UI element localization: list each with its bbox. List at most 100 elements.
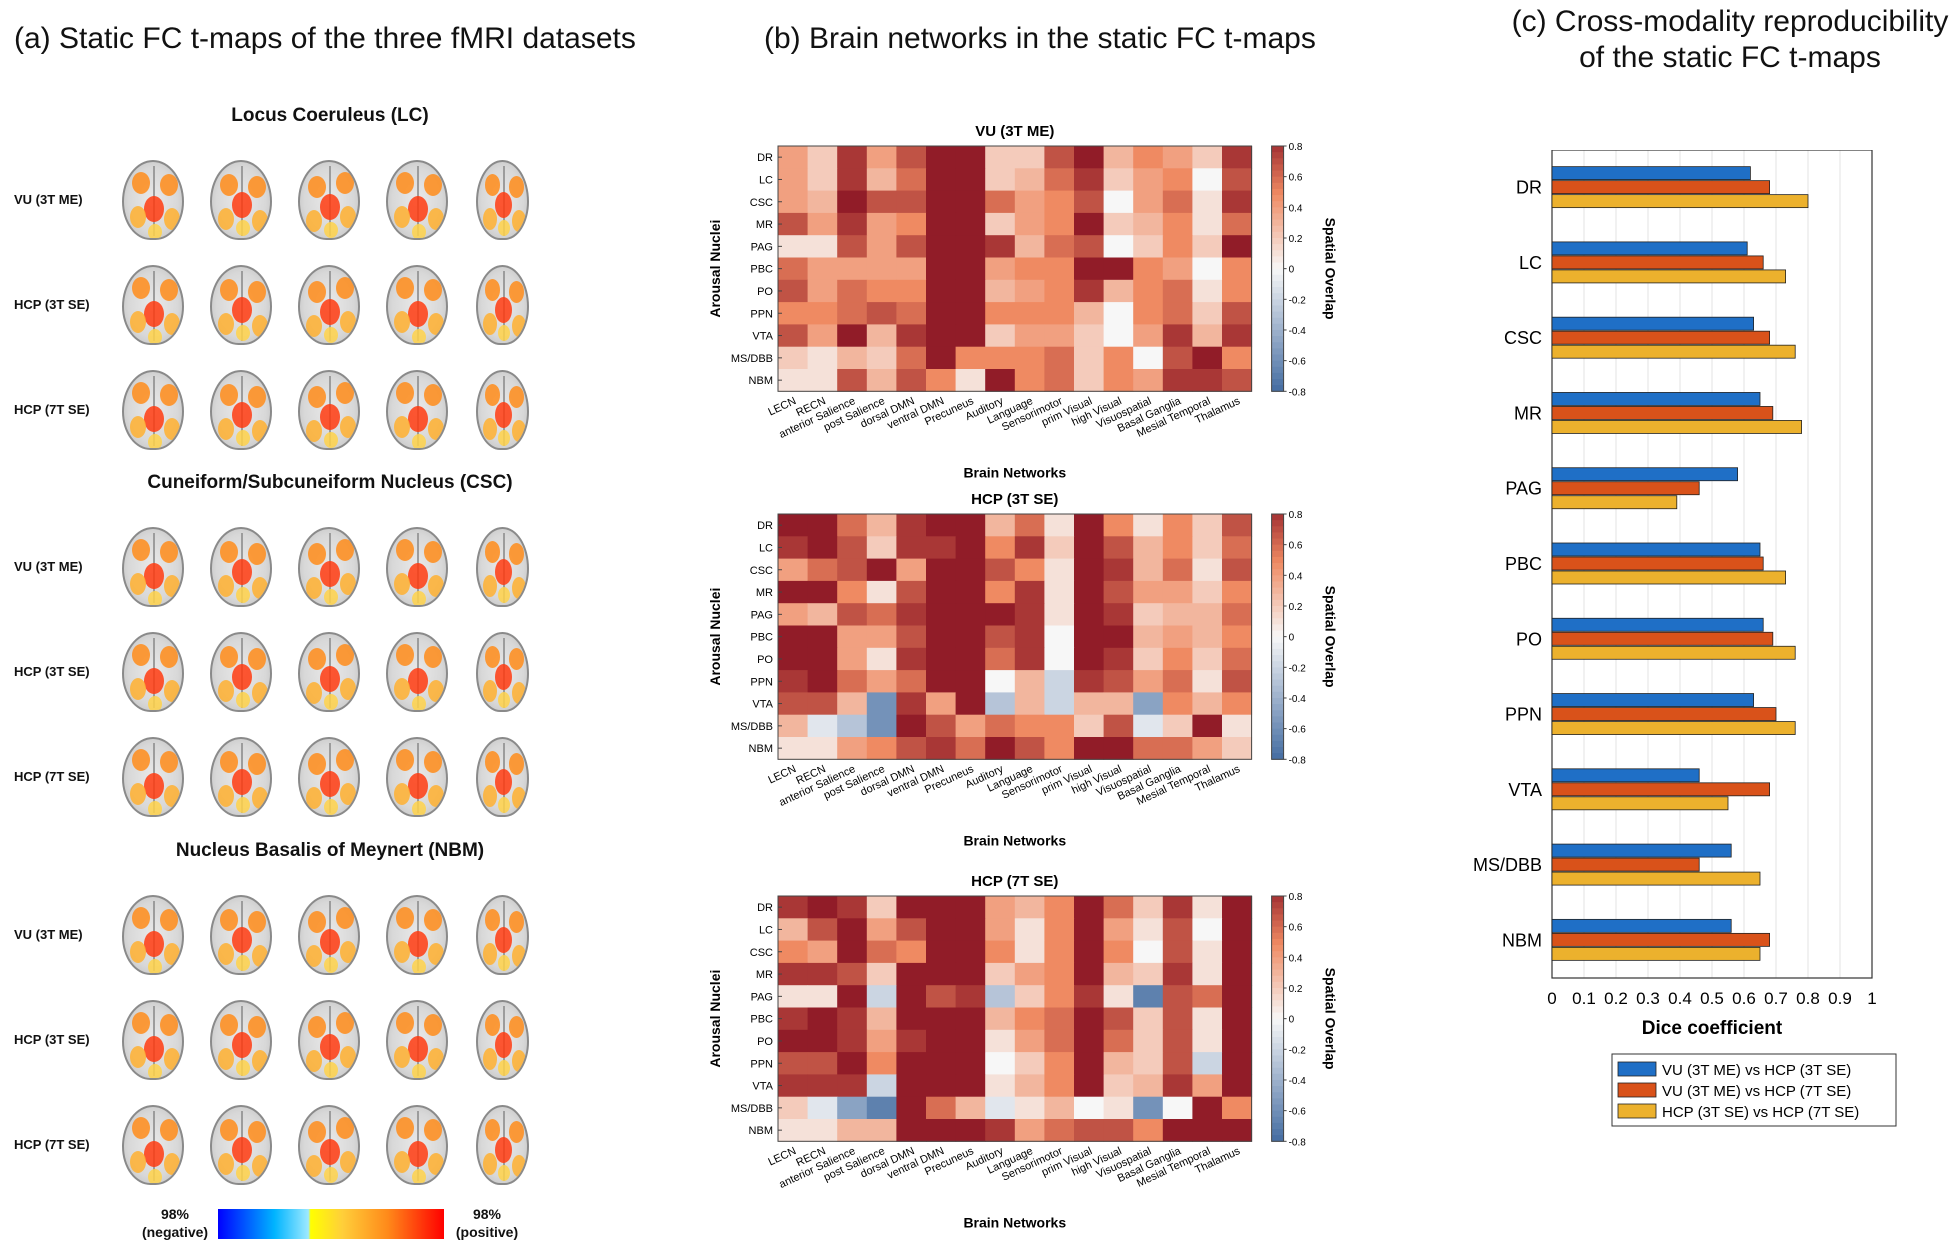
heatmap-cell bbox=[778, 962, 809, 986]
heatmap-cell bbox=[1162, 1052, 1193, 1075]
colorbar-tick-label: -0.8 bbox=[1289, 755, 1307, 766]
heatmap-cell bbox=[1133, 603, 1164, 626]
heatmap-ylabel: Arousal Nuclei bbox=[707, 220, 723, 318]
heatmap-cell bbox=[955, 1119, 986, 1142]
heatmap-cell bbox=[926, 558, 957, 582]
heatmap-cell bbox=[926, 190, 957, 214]
heatmap-cell bbox=[1014, 1119, 1045, 1142]
colorbar-segment bbox=[1271, 599, 1284, 607]
dice-bar bbox=[1551, 241, 1748, 256]
colorbar-segment bbox=[1271, 740, 1284, 748]
heatmap-cell bbox=[985, 1052, 1016, 1075]
colorbar-tick-label: 0 bbox=[1289, 1015, 1295, 1026]
heatmap-cell bbox=[866, 1119, 897, 1142]
heatmap-cell bbox=[1222, 146, 1253, 169]
colorbar-tick-label: -0.2 bbox=[1289, 663, 1307, 674]
heatmap-cell bbox=[1014, 146, 1045, 169]
heatmap-cell bbox=[1014, 1029, 1045, 1053]
heatmap-cell bbox=[1103, 1119, 1134, 1142]
dice-bar bbox=[1551, 693, 1755, 707]
brain-slice-image bbox=[210, 160, 272, 240]
heatmap-cell bbox=[1162, 514, 1193, 537]
heatmap-cell bbox=[778, 737, 809, 760]
colorbar-segment bbox=[1271, 305, 1284, 313]
nucleus-tick-label: PAG bbox=[751, 241, 773, 253]
heatmap-cell bbox=[1074, 279, 1105, 303]
heatmap-cell bbox=[926, 302, 957, 325]
brain-slice-image bbox=[386, 527, 448, 607]
heatmap-cell bbox=[1014, 324, 1045, 348]
heatmap-cell bbox=[955, 737, 986, 760]
heatmap-cell bbox=[1222, 1119, 1253, 1142]
colorbar-segment bbox=[1271, 1135, 1284, 1142]
colorbar-segment bbox=[1271, 256, 1284, 264]
heatmap-cell bbox=[1103, 369, 1134, 392]
heatmap-cell bbox=[955, 279, 986, 303]
heatmap-cell bbox=[1044, 896, 1075, 919]
heatmap-cell bbox=[955, 146, 986, 169]
heatmap-cell bbox=[1192, 692, 1223, 716]
heatmap-cell bbox=[1222, 940, 1253, 964]
colorbar-tick-label: 0.2 bbox=[1289, 984, 1303, 995]
nucleus-tick-label: MS/DBB bbox=[731, 353, 773, 365]
heatmap-cell bbox=[1044, 146, 1075, 169]
x-tick-label: 0.4 bbox=[1668, 989, 1692, 1008]
colorbar-tick-label: 0.2 bbox=[1289, 602, 1303, 613]
brain-slice-image bbox=[476, 737, 529, 817]
heatmap-cell bbox=[896, 940, 927, 964]
category-label: MS/DBB bbox=[1473, 855, 1542, 875]
dataset-row-label: HCP (7T SE) bbox=[14, 402, 90, 417]
heatmap-cell bbox=[1014, 1052, 1045, 1075]
heatmap-cell bbox=[896, 369, 927, 392]
heatmap-cell bbox=[1074, 1096, 1105, 1120]
heatmap-cell bbox=[1103, 918, 1134, 942]
dice-bar bbox=[1551, 843, 1732, 858]
heatmap-cell bbox=[866, 625, 897, 649]
heatmap-cell bbox=[1133, 692, 1164, 716]
heatmap-cell bbox=[896, 1096, 927, 1120]
heatmap-cell bbox=[778, 369, 809, 392]
heatmap-cell bbox=[1074, 190, 1105, 214]
dataset-row-label: HCP (7T SE) bbox=[14, 769, 90, 784]
heatmap-cell bbox=[896, 647, 927, 671]
heatmap-cell bbox=[837, 940, 868, 964]
heatmap-cell bbox=[837, 1052, 868, 1075]
heatmap-cell bbox=[985, 514, 1016, 537]
colorbar-segment bbox=[1271, 550, 1284, 558]
heatmap-cell bbox=[778, 1052, 809, 1075]
heatmap-cell bbox=[985, 737, 1016, 760]
brain-slice-image bbox=[122, 160, 184, 240]
heatmap-cell bbox=[1133, 1119, 1164, 1142]
heatmap-cell bbox=[778, 235, 809, 258]
heatmap-cell bbox=[896, 212, 927, 236]
colorbar-segment bbox=[1271, 146, 1284, 153]
heatmap-cell bbox=[778, 692, 809, 716]
heatmap-cell bbox=[837, 580, 868, 604]
heatmap-cell bbox=[1133, 1052, 1164, 1075]
heatmap-cell bbox=[1222, 536, 1253, 560]
heatmap-cell bbox=[1044, 212, 1075, 236]
heatmap-cell bbox=[926, 1007, 957, 1031]
heatmap-cell bbox=[926, 1074, 957, 1098]
heatmap-cell bbox=[866, 940, 897, 964]
heatmap-cell bbox=[866, 190, 897, 214]
heatmap-cell bbox=[955, 1029, 986, 1053]
panel-c-title-line2: of the static FC t-maps bbox=[1579, 41, 1881, 74]
colorbar-segment bbox=[1271, 366, 1284, 374]
heatmap-cell bbox=[896, 146, 927, 169]
heatmap-cell bbox=[1222, 212, 1253, 236]
heatmap-cell bbox=[1192, 190, 1223, 214]
heatmap-cell bbox=[1074, 235, 1105, 258]
heatmap-cell bbox=[837, 1007, 868, 1031]
heatmap-cell bbox=[1044, 324, 1075, 348]
colorbar-segment bbox=[1271, 1055, 1284, 1063]
panel-c-title: (c) Cross-modality reproducibility of th… bbox=[1460, 4, 1958, 76]
heatmap-cell bbox=[955, 558, 986, 582]
heatmap-cell bbox=[1192, 940, 1223, 964]
brain-slice-image bbox=[210, 527, 272, 607]
heatmap-cell bbox=[837, 647, 868, 671]
colorbar-segment bbox=[1271, 219, 1284, 227]
heatmap-cell bbox=[1162, 1029, 1193, 1053]
heatmap-cell bbox=[955, 580, 986, 604]
colorbar-segment bbox=[1271, 293, 1284, 300]
